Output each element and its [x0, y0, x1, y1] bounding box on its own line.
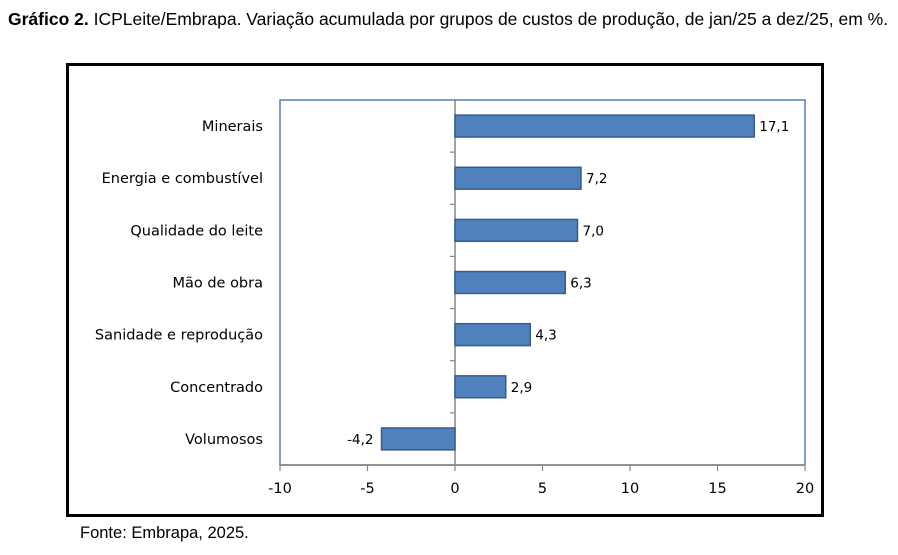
category-label: Sanidade e reprodução: [95, 328, 263, 344]
caption-prefix: Gráfico 2.: [8, 9, 89, 29]
chart-frame: [66, 63, 824, 517]
data-label: 17,1: [759, 119, 789, 135]
bar: [454, 322, 531, 347]
caption-text: ICPLeite/Embrapa. Variação acumulada por…: [88, 9, 889, 29]
bars: [380, 114, 755, 451]
category-label: Minerais: [202, 119, 263, 135]
tick-label: 15: [708, 481, 726, 497]
bar: [454, 218, 579, 243]
data-label: 2,9: [511, 380, 532, 396]
bar: [454, 166, 582, 190]
tick-label: 5: [538, 481, 547, 497]
category-label: Volumosos: [185, 432, 263, 448]
tick-label: -5: [360, 481, 374, 497]
bar: [380, 427, 456, 451]
tick-label: 20: [796, 481, 814, 497]
data-label: 6,3: [570, 276, 591, 292]
category-labels: Minerais Energia e combustível Qualidade d…: [95, 119, 263, 448]
data-label: -4,2: [347, 432, 373, 448]
data-label: 7,2: [586, 171, 607, 187]
data-label: 7,0: [583, 223, 604, 239]
category-label: Concentrado: [170, 380, 263, 396]
tick-label: 0: [450, 481, 459, 497]
bar: [454, 375, 507, 399]
source-note: Fonte: Embrapa, 2025.: [80, 524, 249, 542]
chart-caption: Gráfico 2. ICPLeite/Embrapa. Variação ac…: [8, 6, 892, 32]
tick-label: -10: [268, 481, 292, 497]
category-label: Mão de obra: [172, 276, 263, 292]
bar: [454, 114, 755, 138]
tick-label: 10: [621, 481, 639, 497]
category-label: Qualidade do leite: [130, 223, 263, 239]
tick-labels: -10 -5 0 5 10 15 20: [268, 481, 814, 497]
value-axis: [279, 464, 806, 471]
data-label: 4,3: [535, 328, 556, 344]
data-labels: 17,1 7,2 7,0 6,3 4,3 2,9 -4,2: [347, 119, 789, 448]
bar: [454, 270, 566, 295]
category-label: Energia e combustível: [102, 171, 263, 187]
